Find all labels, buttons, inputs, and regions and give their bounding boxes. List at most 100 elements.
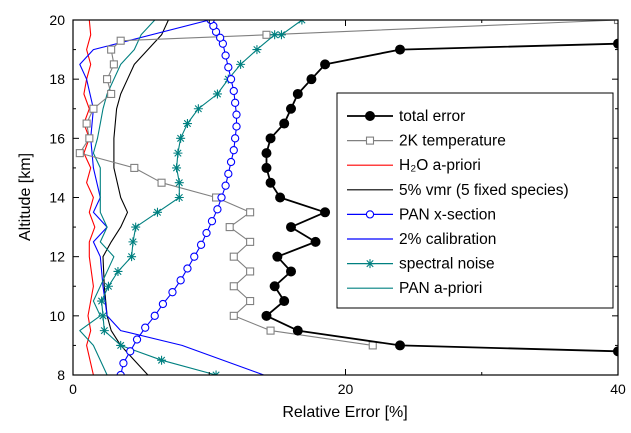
- data-point: [306, 74, 317, 85]
- data-point: [246, 208, 255, 217]
- data-point: [130, 163, 139, 172]
- data-point: [279, 296, 290, 307]
- series-0: [261, 38, 618, 357]
- data-point: [270, 30, 280, 40]
- data-point: [272, 251, 283, 262]
- data-point: [150, 311, 159, 320]
- data-point: [202, 228, 211, 238]
- data-point: [132, 335, 142, 344]
- y-tick-label: 18: [49, 71, 65, 87]
- data-point: [212, 89, 222, 99]
- y-tick-label: 10: [49, 308, 65, 324]
- data-point: [292, 325, 303, 336]
- data-point: [113, 266, 123, 276]
- data-point: [613, 346, 618, 357]
- data-point: [269, 281, 280, 292]
- data-point: [613, 38, 618, 49]
- data-point: [98, 311, 108, 321]
- data-point: [207, 217, 217, 226]
- data-point: [320, 207, 331, 218]
- legend-label: 2K temperature: [399, 133, 506, 150]
- legend-label: 2% calibration: [399, 231, 496, 248]
- data-point: [232, 122, 241, 131]
- data-point: [252, 45, 262, 55]
- series-7: [79, 20, 156, 375]
- data-point: [82, 119, 91, 128]
- series-line-7: [79, 20, 156, 375]
- data-point: [221, 181, 230, 190]
- data-point: [395, 44, 405, 55]
- data-point: [230, 134, 240, 143]
- data-point: [246, 296, 255, 306]
- data-point: [176, 133, 186, 143]
- data-point: [226, 157, 236, 167]
- legend-marker: [365, 111, 375, 121]
- data-point: [190, 252, 199, 261]
- series-3: [102, 20, 169, 375]
- data-point: [246, 237, 255, 246]
- data-point: [152, 207, 162, 217]
- series-line-3: [102, 20, 169, 375]
- series-6: [97, 20, 307, 375]
- x-axis-label: Relative Error [%]: [282, 404, 407, 421]
- data-point: [193, 104, 203, 114]
- data-point: [229, 282, 238, 291]
- series-line-6: [101, 20, 303, 375]
- data-point: [215, 33, 225, 42]
- data-point: [226, 75, 236, 84]
- data-point: [395, 340, 405, 351]
- data-point: [157, 355, 167, 365]
- data-point: [613, 20, 618, 25]
- data-point: [261, 310, 272, 321]
- data-point: [157, 178, 166, 187]
- data-point: [236, 59, 246, 69]
- y-tick-label: 14: [49, 190, 65, 206]
- data-point: [292, 88, 303, 99]
- data-point: [116, 340, 126, 350]
- data-point: [368, 341, 377, 350]
- y-tick-label: 8: [57, 367, 65, 383]
- data-point: [168, 288, 177, 297]
- data-point: [119, 359, 128, 368]
- data-point: [224, 63, 233, 72]
- legend-entry-6: spectral noise: [347, 256, 495, 273]
- legend-marker: [365, 259, 375, 269]
- data-point: [265, 177, 276, 188]
- legend-label: 5% vmr (5 fixed species): [399, 182, 569, 199]
- series-layer: [75, 20, 618, 375]
- legend-marker: [365, 136, 375, 145]
- legend-entry-5: 2% calibration: [347, 231, 496, 248]
- data-point: [221, 51, 230, 60]
- data-point: [85, 134, 94, 143]
- legend-label: total error: [399, 108, 465, 125]
- y-tick-label: 16: [49, 130, 65, 146]
- series-line-5: [79, 20, 264, 375]
- legend: total error 2K temperature H₂O a-priori 5% …: [336, 92, 614, 309]
- data-point: [261, 148, 272, 159]
- data-point: [229, 146, 238, 155]
- legend-label: H₂O a-priori: [399, 157, 481, 174]
- series-1: [75, 20, 618, 350]
- data-point: [261, 162, 272, 173]
- series-2: [83, 20, 96, 375]
- data-point: [103, 281, 113, 291]
- legend-label: PAN x-section: [399, 206, 496, 223]
- data-point: [107, 45, 116, 54]
- legend-box: [336, 92, 614, 309]
- data-point: [276, 30, 286, 40]
- data-point: [275, 192, 286, 203]
- data-point: [141, 323, 150, 332]
- data-point: [230, 98, 240, 107]
- legend-marker: [365, 210, 375, 219]
- data-point: [320, 59, 331, 70]
- legend-entry-4: PAN x-section: [347, 206, 496, 223]
- y-tick-label: 20: [49, 12, 65, 28]
- data-point: [279, 118, 290, 129]
- data-point: [128, 237, 138, 247]
- y-tick-label: 12: [49, 249, 65, 265]
- data-point: [126, 347, 135, 356]
- data-point: [89, 104, 98, 113]
- data-point: [266, 326, 275, 335]
- data-point: [246, 267, 255, 276]
